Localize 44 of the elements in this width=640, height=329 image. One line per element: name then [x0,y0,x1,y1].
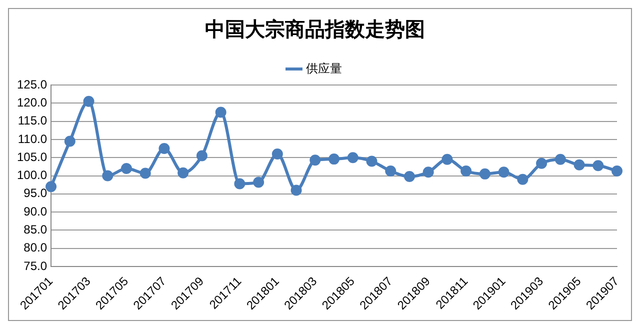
point [366,156,378,167]
y-tick-label: 75.0 [24,258,48,273]
point [46,181,57,192]
y-tick-label: 85.0 [24,222,48,237]
y-tick-label: 100.0 [17,168,48,182]
point [592,160,604,172]
y-tick-label: 95.0 [24,186,48,200]
y-tick-label: 105.0 [17,150,48,164]
point [196,150,208,162]
point [102,170,114,182]
point [404,170,415,182]
y-tick-label: 120.0 [17,95,48,110]
point [120,162,132,174]
point [178,167,189,178]
point [272,148,283,160]
y-tick-label: 115.0 [18,114,48,128]
point [140,168,151,179]
point [612,166,622,177]
y-tick-label: 125.0 [17,77,48,92]
point [536,158,548,169]
point [64,136,76,147]
chart-title: 中国大宗商品指数走势图 [205,17,425,42]
point [442,154,453,165]
y-tick-label: 80.0 [24,240,48,255]
point [517,174,528,185]
point [554,154,566,165]
point [498,166,510,178]
point [347,152,358,164]
point [215,106,226,118]
point [158,143,170,154]
point [83,96,94,107]
point [328,154,340,165]
point [290,184,302,196]
point [234,178,246,190]
point [253,176,264,188]
y-tick-label: 90.0 [24,204,48,218]
y-tick-label: 110.0 [18,132,48,146]
point [310,154,321,166]
point [479,168,490,180]
point [460,166,472,177]
legend-label: 供应量 [306,61,342,76]
point [574,159,585,170]
point [422,166,434,178]
point [385,166,396,177]
